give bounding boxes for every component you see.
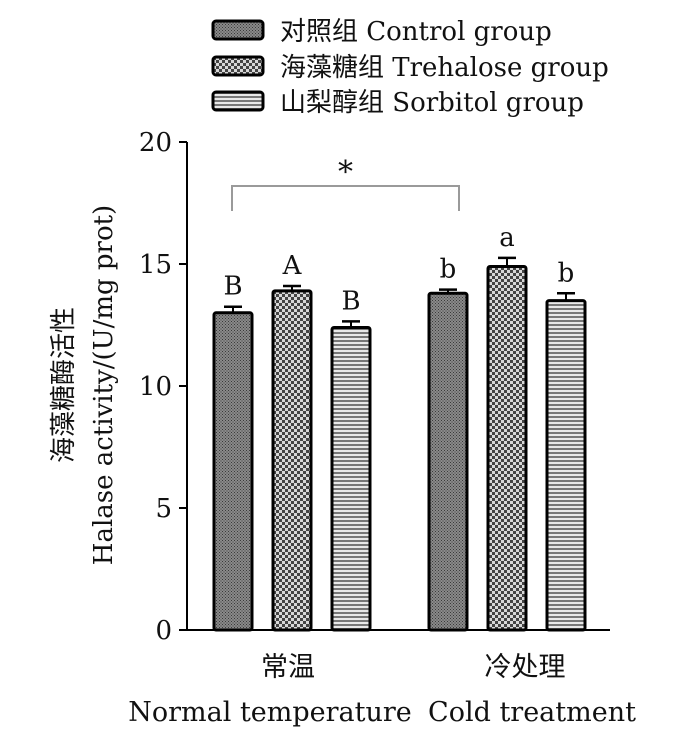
x-tick-label-cn: 常温 bbox=[261, 652, 315, 683]
significance-letter: B bbox=[223, 272, 242, 302]
legend: 对照组 Control group 海藻糖组 Trehalose group 山… bbox=[211, 17, 609, 118]
y-tick-label: 15 bbox=[139, 250, 172, 280]
y-axis-label-cn: 海藻糖酶活性 bbox=[49, 307, 79, 463]
x-axis-labels: 常温 Normal temperature 冷处理 Cold treatment bbox=[128, 652, 636, 728]
legend-swatch-control bbox=[211, 19, 265, 41]
legend-item-control: 对照组 Control group bbox=[211, 17, 552, 47]
y-axis-ticks: 0 5 10 15 20 bbox=[139, 128, 187, 646]
bar bbox=[271, 289, 313, 632]
bar bbox=[330, 325, 372, 632]
bar bbox=[486, 264, 528, 632]
bar bbox=[427, 291, 469, 632]
legend-label-control: 对照组 Control group bbox=[280, 17, 552, 47]
significance-letter: B bbox=[341, 286, 360, 316]
x-tick-label-en: Cold treatment bbox=[428, 697, 636, 728]
legend-item-trehalose: 海藻糖组 Trehalose group bbox=[211, 53, 609, 83]
significance-star: * bbox=[338, 155, 353, 190]
x-tick-label-en: Normal temperature bbox=[128, 697, 412, 728]
y-axis-label-en: Halase activity/(U/mg prot) bbox=[89, 205, 119, 565]
significance-bracket: * bbox=[231, 155, 460, 211]
legend-swatch-sorbitol bbox=[211, 90, 265, 112]
bracket-line bbox=[231, 185, 460, 211]
legend-item-sorbitol: 山梨醇组 Sorbitol group bbox=[211, 88, 584, 118]
significance-letter: a bbox=[499, 223, 515, 253]
significance-letter: b bbox=[558, 258, 575, 288]
y-tick-label: 10 bbox=[139, 372, 172, 402]
y-tick-label: 0 bbox=[155, 616, 172, 646]
bar bbox=[545, 299, 587, 632]
x-tick-label-cn: 冷处理 bbox=[485, 652, 566, 683]
bar bbox=[212, 311, 254, 632]
legend-swatch-trehalose bbox=[211, 55, 265, 77]
significance-letter: A bbox=[282, 251, 303, 281]
y-tick-label: 5 bbox=[155, 494, 172, 524]
legend-label-trehalose: 海藻糖组 Trehalose group bbox=[280, 53, 609, 83]
y-tick-label: 20 bbox=[139, 128, 172, 158]
legend-label-sorbitol: 山梨醇组 Sorbitol group bbox=[280, 88, 584, 118]
bars: Bb Aa Bb bbox=[212, 223, 587, 632]
significance-letter: b bbox=[440, 255, 457, 285]
